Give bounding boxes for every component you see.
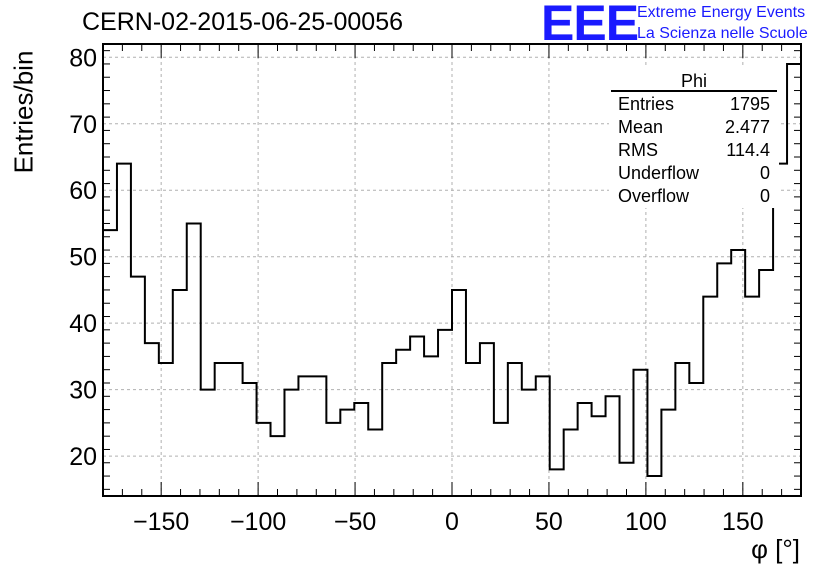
x-tick-label: −150 [133,508,189,536]
histogram-bin [661,410,675,496]
histogram-bin [689,383,703,496]
x-tick-label: −50 [334,508,376,536]
histogram-bin [340,410,354,496]
histogram-bin [731,250,745,496]
histogram-bin [229,363,243,496]
stats-box: Phi Entries 1795 Mean 2.477 RMS 114.4 Underflow… [609,66,779,208]
logo-line-1: Extreme Energy Events [637,4,806,21]
stats-row-value: 114.4 [726,140,770,160]
histogram-bin [354,403,368,496]
stats-row-value: 1795 [730,94,770,114]
stats-row-value: 0 [760,186,770,206]
histogram-bin [745,297,759,496]
histogram-bin [536,376,550,496]
x-tick-label: 50 [535,508,563,536]
histogram-bin [647,476,661,496]
histogram-bin [117,164,131,496]
x-tick-label: 100 [625,508,667,536]
histogram-bin [312,376,326,496]
histogram-bin [438,330,452,496]
eee-logo-text: Extreme Energy Events La Scienza nelle S… [637,2,808,44]
stats-row-label: Mean [618,117,663,137]
histogram-bin [522,390,536,496]
histogram-bin [243,383,257,496]
stats-row-label: RMS [618,140,658,160]
histogram-bin [103,230,117,496]
histogram-bin [382,363,396,496]
histogram-bin [508,363,522,496]
y-tick-label: 50 [69,244,97,272]
histogram-bin [410,336,424,496]
histogram-bin [717,263,731,496]
stats-title: Phi [681,71,707,91]
histogram-bin [215,363,229,496]
x-axis-label: φ [°] [751,534,800,564]
histogram-bin [271,436,285,496]
histogram-bin [257,423,271,496]
histogram-bin [759,270,773,496]
histogram-bin [606,396,620,496]
histogram-bin [368,430,382,496]
y-axis-label-text: Entries/bin [8,50,39,174]
eee-logo-mark: EEE [541,0,639,51]
stats-row-label: Overflow [618,186,690,206]
histogram-bin [592,416,606,496]
y-tick-label: 70 [69,111,97,139]
histogram-bin [424,356,438,496]
histogram-bin [396,350,410,496]
histogram-bin [633,370,647,496]
histogram-bin [578,403,592,496]
histogram-bin [145,343,159,496]
histogram-bin [550,469,564,496]
y-tick-label: 80 [69,44,97,72]
histogram-bin [787,64,801,496]
run-title: CERN-02-2015-06-25-00056 [82,8,404,36]
stats-row-value: 2.477 [725,117,770,137]
histogram-bin [675,363,689,496]
histogram-bin [284,390,298,496]
stats-background [609,66,779,208]
stats-row-label: Underflow [618,163,700,183]
histogram-bin [703,297,717,496]
logo-line-2: La Scienza nelle Scuole [637,25,808,42]
histogram-bin [480,343,494,496]
histogram-bin [326,423,340,496]
histogram-bin [564,430,578,496]
histogram-bin [773,164,787,496]
x-tick-label: 0 [445,508,459,536]
histogram-bin [298,376,312,496]
axis-ticks: −150 −100 −50 0 50 100 150 20 30 40 50 60 70 80 [69,44,802,536]
histogram-bin [452,290,466,496]
histogram-series [103,62,801,496]
y-tick-label: 30 [69,377,97,405]
stats-row-label: Entries [618,94,674,114]
histogram-bin [187,223,201,496]
histogram-bin [173,290,187,496]
y-tick-label: 60 [69,177,97,205]
x-tick-label: −100 [230,508,286,536]
x-tick-label: 150 [722,508,764,536]
y-tick-label: 40 [69,310,97,338]
y-tick-label: 20 [69,443,97,471]
histogram-bin [159,363,173,496]
histogram-bin [201,390,215,496]
histogram-bin [131,277,145,496]
histogram-bin [466,363,480,496]
histogram-bin [494,423,508,496]
histogram-outline [103,62,801,478]
stats-row-value: 0 [760,163,770,183]
